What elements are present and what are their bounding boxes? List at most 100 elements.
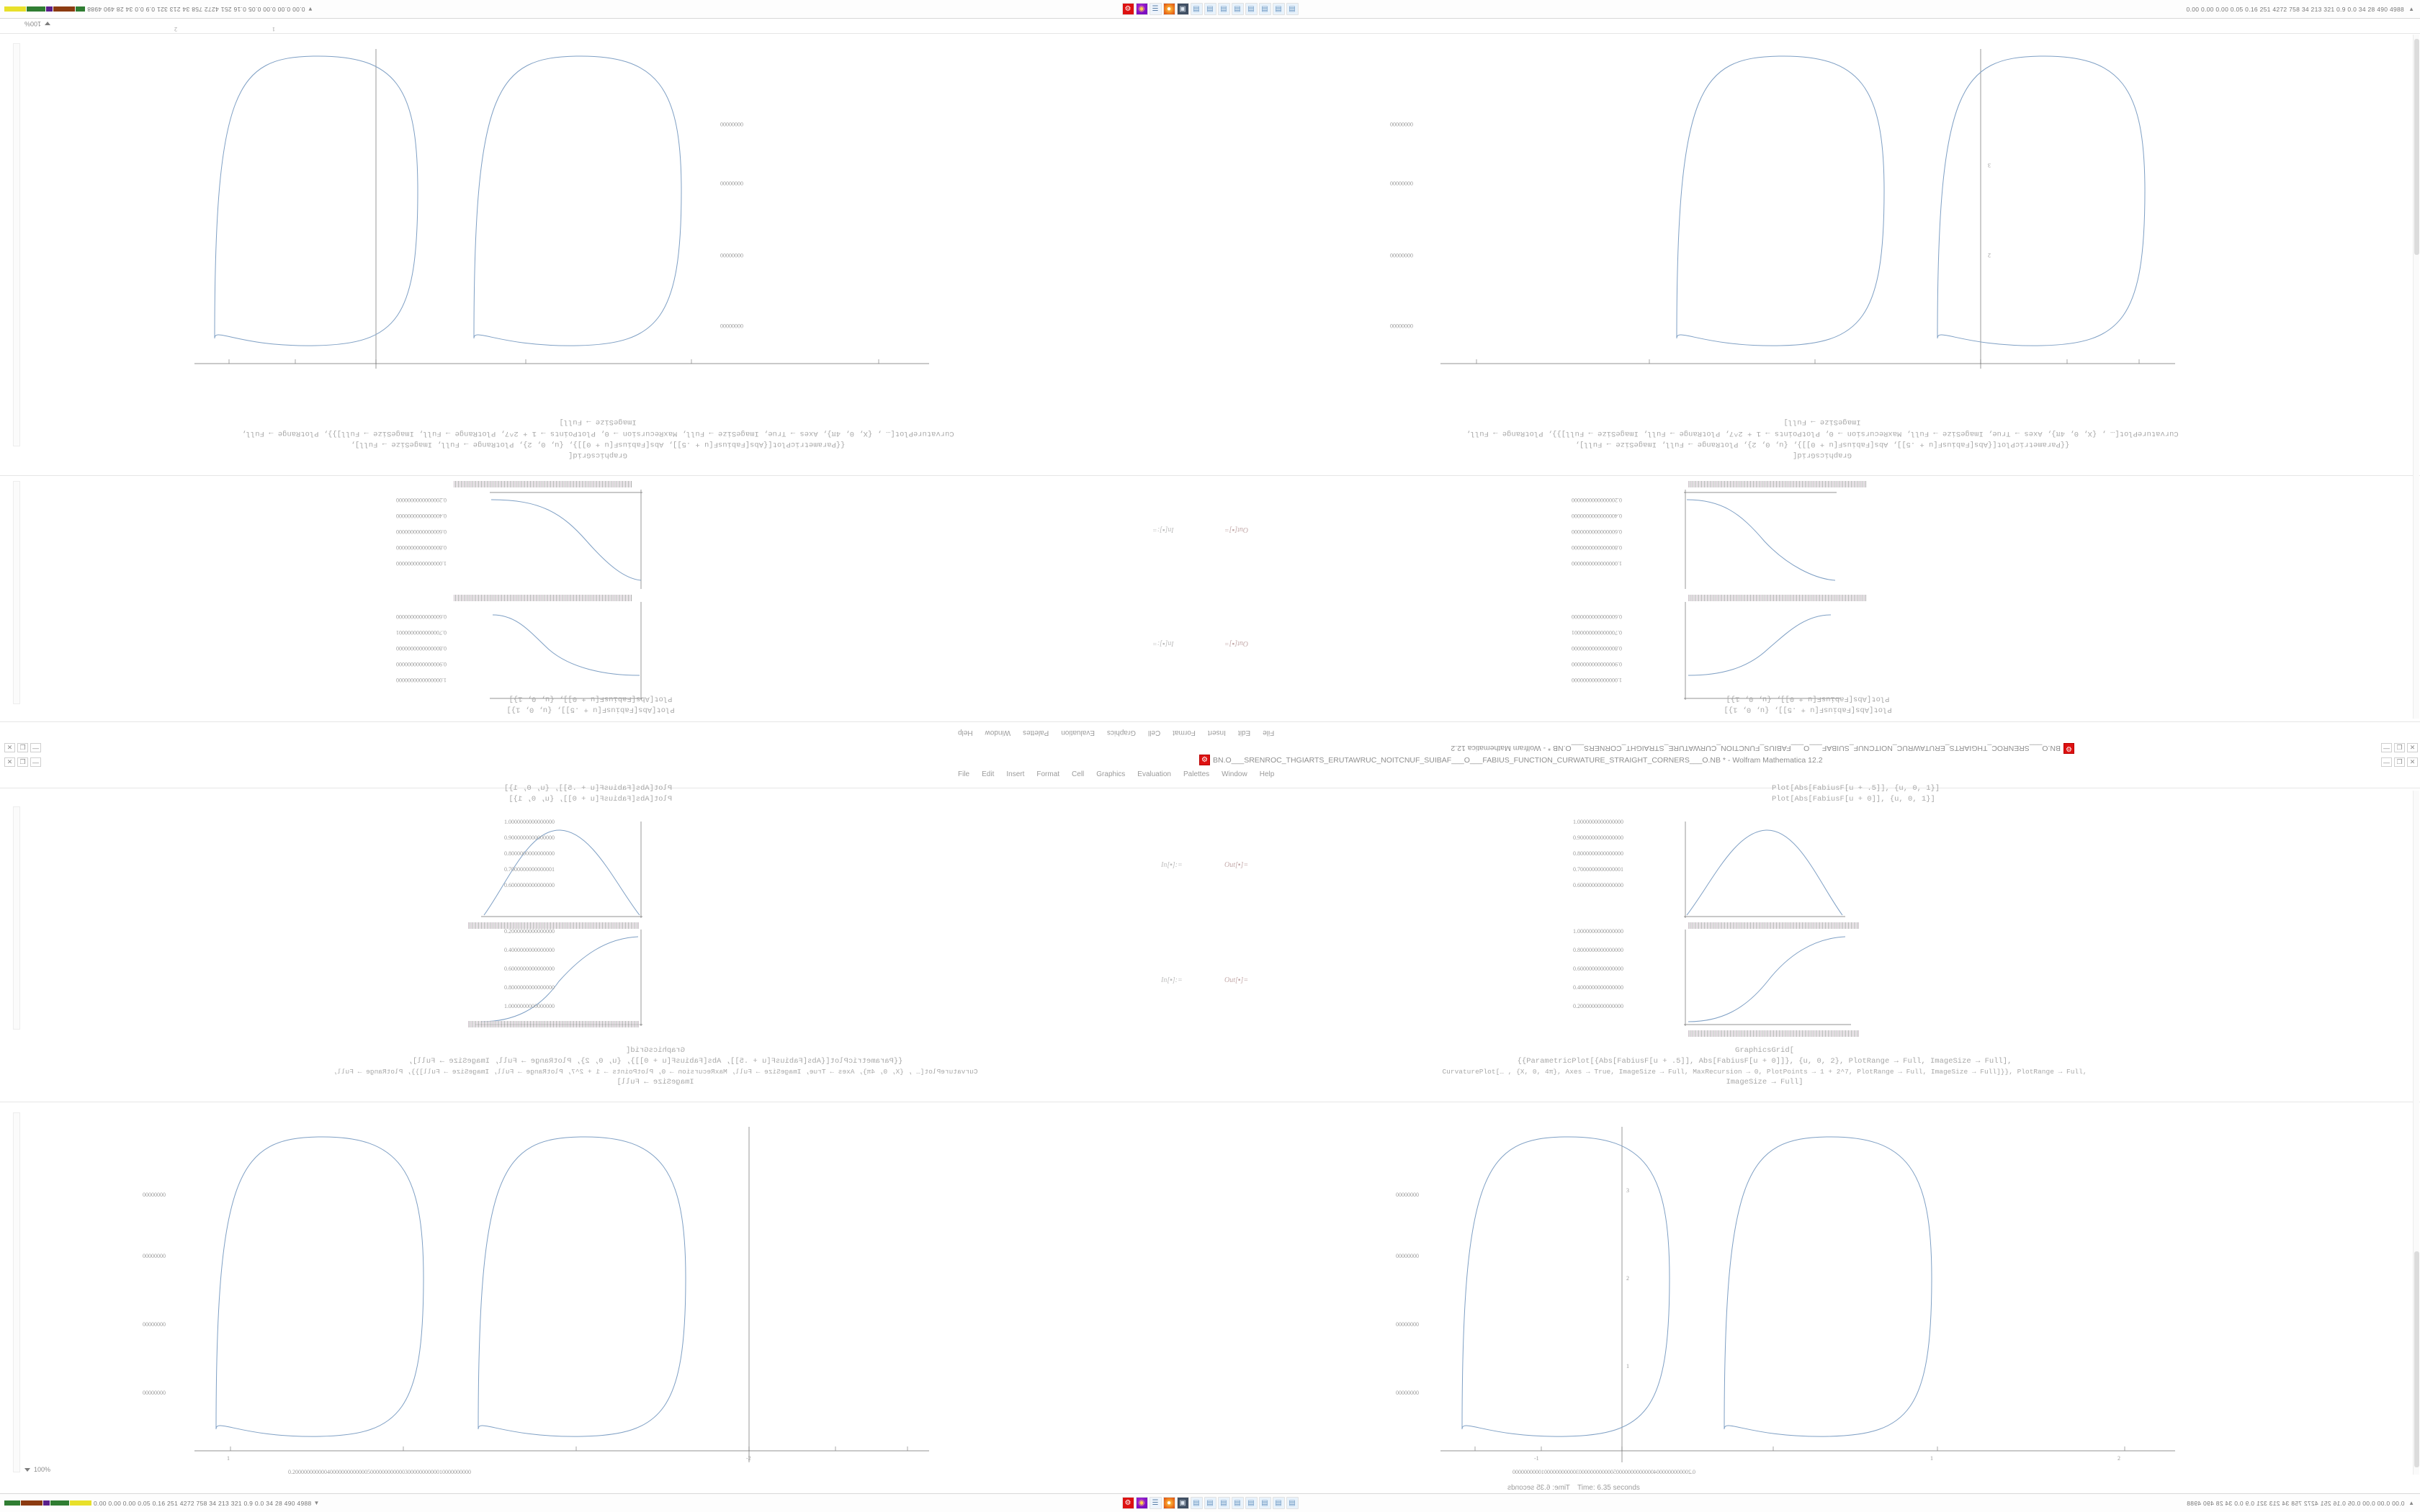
- taskbar-bottom[interactable]: 0.00 0.00 0.00 0.05 0.16 251 4272 758 34…: [0, 1493, 2420, 1512]
- menubar-mirrored[interactable]: File Edit Insert Format Cell Graphics Ev…: [958, 729, 1274, 737]
- menu-palettes[interactable]: Palettes: [1183, 770, 1210, 778]
- notepad-icon-2[interactable]: ▤: [1204, 1497, 1216, 1509]
- mathematica-icon[interactable]: ◉: [1135, 1497, 1148, 1509]
- minimize-icon[interactable]: —: [2381, 757, 2392, 767]
- chevron-up-icon[interactable]: ▲: [2408, 6, 2414, 12]
- minimize-icon[interactable]: —: [30, 743, 41, 752]
- menu-window[interactable]: Window: [985, 729, 1011, 737]
- notepad-icon-4[interactable]: ▤: [1231, 3, 1244, 15]
- notepad-icon-6[interactable]: ▤: [1258, 3, 1271, 15]
- scrollbar-vertical-bottom[interactable]: [2413, 791, 2419, 1475]
- cell-bracket[interactable]: [13, 1112, 20, 1472]
- scrollbar-vertical-top[interactable]: [2413, 35, 2419, 719]
- code-block-top-right[interactable]: GraphicsGrid[ {{ParametricPlot[{Abs[Fabi…: [1340, 416, 2305, 460]
- titlebar-mirrored[interactable]: ⚙ BN.O___SRENROC_THGIARTS_ERUTAWRUC_NOIT…: [346, 743, 2074, 754]
- notepad-icon-2[interactable]: ▤: [1204, 3, 1216, 15]
- window-controls-mirrored[interactable]: ✕ ❐ —: [4, 743, 62, 752]
- maximize-icon[interactable]: ❐: [17, 757, 28, 767]
- screenshot-icon[interactable]: ▣: [1176, 3, 1189, 15]
- menu-help[interactable]: Help: [1259, 770, 1275, 778]
- menu-edit[interactable]: Edit: [1237, 729, 1251, 737]
- scroll-icon[interactable]: ☰: [1149, 3, 1162, 15]
- scrollbar-thumb[interactable]: [2414, 1251, 2419, 1467]
- firefox-icon[interactable]: ●: [1162, 3, 1175, 15]
- chevron-down-icon[interactable]: [24, 1467, 30, 1472]
- menu-format[interactable]: Format: [1036, 770, 1060, 778]
- notepad-icon-7[interactable]: ▤: [1272, 3, 1285, 15]
- code-block-plot-top[interactable]: Plot[Abs[FabiusF[u + .5]], {u, 0, 1}] Pl…: [461, 693, 720, 714]
- menu-evaluation[interactable]: Evaluation: [1137, 770, 1171, 778]
- menu-file[interactable]: File: [958, 770, 970, 778]
- chevron-up-icon[interactable]: ▼: [313, 1500, 320, 1506]
- chevron-up-icon[interactable]: ▲: [2408, 1500, 2414, 1506]
- notepad-icon-8[interactable]: ▤: [1286, 3, 1299, 15]
- menu-insert[interactable]: Insert: [1006, 770, 1025, 778]
- menu-window[interactable]: Window: [1222, 770, 1247, 778]
- menu-graphics[interactable]: Graphics: [1107, 729, 1137, 737]
- close-icon[interactable]: ✕: [2407, 743, 2418, 752]
- close-icon[interactable]: ✕: [4, 757, 15, 767]
- code-block-graphicsgrid-right[interactable]: GraphicsGrid[ {{ParametricPlot[{Abs[Fabi…: [1224, 1045, 2305, 1088]
- screenshot-icon[interactable]: ▣: [1176, 1497, 1189, 1509]
- code-block-plot-bottom-right[interactable]: Plot[Abs[FabiusF[u + .5]], {u, 0, 1}] Pl…: [1772, 783, 1940, 805]
- taskbar-bottom-right[interactable]: 0.00 0.00 0.00 0.05 0.16 251 4272 758 34…: [1613, 1500, 2420, 1507]
- taskbar-top-apps[interactable]: ⚙ ◉ ☰ ● ▣ ▤ ▤ ▤ ▤ ▤ ▤ ▤ ▤: [807, 3, 1613, 15]
- taskbar-top-left[interactable]: 0.00 0.00 0.00 0.05 0.16 251 4272 758 34…: [0, 6, 807, 13]
- maximize-icon[interactable]: ❐: [17, 743, 28, 752]
- menu-graphics[interactable]: Graphics: [1096, 770, 1126, 778]
- maximize-icon[interactable]: ❐: [2394, 743, 2405, 752]
- notepad-icon-1[interactable]: ▤: [1190, 1497, 1203, 1509]
- taskbar-top-right[interactable]: 0.00 0.00 0.00 0.05 0.16 251 4272 758 34…: [1613, 6, 2420, 13]
- mathematica-icon[interactable]: ◉: [1135, 3, 1148, 15]
- notepad-icon-5[interactable]: ▤: [1245, 3, 1258, 15]
- code-block-top-left[interactable]: GraphicsGrid[ {{ParametricPlot[{Abs[Fabi…: [115, 416, 1080, 460]
- notepad-icon-5[interactable]: ▤: [1245, 1497, 1258, 1509]
- notepad-icon-6[interactable]: ▤: [1258, 1497, 1271, 1509]
- menu-edit[interactable]: Edit: [982, 770, 995, 778]
- notepad-icon-7[interactable]: ▤: [1272, 1497, 1285, 1509]
- scroll-icon[interactable]: ☰: [1149, 1497, 1162, 1509]
- menu-insert[interactable]: Insert: [1207, 729, 1226, 737]
- code-block-plot-bottom-left[interactable]: Plot[Abs[FabiusF[u + .5]], {u, 0, 1}] Pl…: [504, 783, 672, 805]
- menubar[interactable]: File Edit Insert Format Cell Graphics Ev…: [958, 770, 1274, 778]
- scrollbar-thumb[interactable]: [2414, 39, 2419, 255]
- zoom-control-bottom[interactable]: 100%: [24, 1466, 50, 1473]
- maximize-icon[interactable]: ❐: [2394, 757, 2405, 767]
- cell-bracket[interactable]: [13, 43, 20, 446]
- taskbar-top[interactable]: 0.00 0.00 0.00 0.05 0.16 251 4272 758 34…: [0, 0, 2420, 19]
- chevron-down-icon[interactable]: [45, 22, 51, 26]
- taskbar-bottom-left[interactable]: 0.00 0.00 0.00 0.05 0.16 251 4272 758 34…: [0, 1500, 807, 1507]
- cell-bracket[interactable]: [13, 806, 20, 1030]
- zoom-control-top[interactable]: 100%: [24, 20, 51, 27]
- notepad-icon-3[interactable]: ▤: [1217, 3, 1230, 15]
- window-controls-right-mirrored[interactable]: — ❐ ✕: [2355, 743, 2420, 752]
- close-icon[interactable]: ✕: [4, 743, 15, 752]
- gear-icon[interactable]: ⚙: [1121, 3, 1134, 15]
- notepad-icon-1[interactable]: ▤: [1190, 3, 1203, 15]
- menu-cell[interactable]: Cell: [1072, 770, 1085, 778]
- mathematica-doc-icon[interactable]: ⚙: [2063, 743, 2074, 754]
- notepad-icon-3[interactable]: ▤: [1217, 1497, 1230, 1509]
- titlebar[interactable]: ⚙ BN.O___SRENROC_THGIARTS_ERUTAWRUC_NOIT…: [1199, 755, 1823, 765]
- window-controls-right[interactable]: — ❐ ✕: [2355, 757, 2420, 767]
- cell-bracket[interactable]: [13, 481, 20, 704]
- taskbar-bottom-apps[interactable]: ⚙ ◉ ☰ ● ▣ ▤ ▤ ▤ ▤ ▤ ▤ ▤ ▤: [807, 1497, 1613, 1509]
- menu-cell[interactable]: Cell: [1148, 729, 1161, 737]
- menu-palettes[interactable]: Palettes: [1023, 729, 1049, 737]
- notepad-icon-8[interactable]: ▤: [1286, 1497, 1299, 1509]
- code-block-graphicsgrid-left[interactable]: GraphicsGrid[ {{ParametricPlot[{Abs[Fabi…: [115, 1045, 1196, 1088]
- minimize-icon[interactable]: —: [30, 757, 41, 767]
- gear-icon[interactable]: ⚙: [1121, 1497, 1134, 1509]
- menu-file[interactable]: File: [1263, 729, 1275, 737]
- notepad-icon-4[interactable]: ▤: [1231, 1497, 1244, 1509]
- menu-evaluation[interactable]: Evaluation: [1061, 729, 1095, 737]
- chevron-down-icon[interactable]: ▼: [307, 6, 313, 12]
- menu-help[interactable]: Help: [958, 729, 973, 737]
- window-controls[interactable]: ✕ ❐ —: [4, 757, 62, 767]
- minimize-icon[interactable]: —: [2381, 743, 2392, 752]
- mathematica-doc-icon[interactable]: ⚙: [1199, 755, 1210, 765]
- close-icon[interactable]: ✕: [2407, 757, 2418, 767]
- menu-format[interactable]: Format: [1173, 729, 1196, 737]
- firefox-icon[interactable]: ●: [1162, 1497, 1175, 1509]
- code-block-plot-top-right[interactable]: Plot[Abs[FabiusF[u + .5]], {u, 0, 1}] Pl…: [1678, 693, 1937, 714]
